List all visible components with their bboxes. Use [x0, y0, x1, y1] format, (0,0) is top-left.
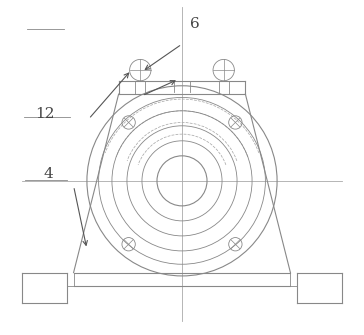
- Text: 12: 12: [35, 107, 55, 121]
- Text: 6: 6: [190, 17, 200, 31]
- Text: 4: 4: [44, 167, 54, 181]
